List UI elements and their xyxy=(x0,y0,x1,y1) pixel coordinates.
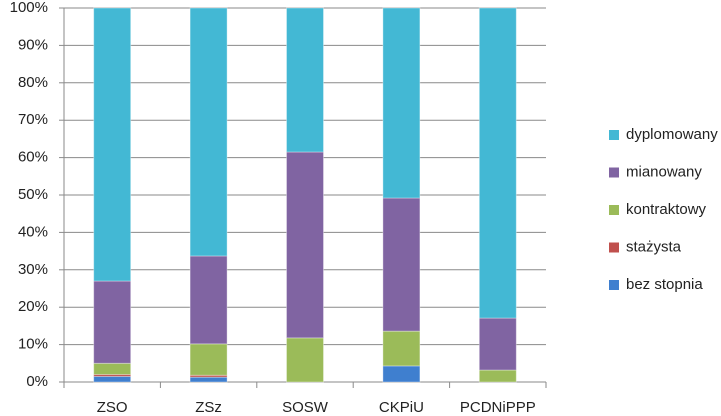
bar-segment xyxy=(189,7,228,257)
bar-segment xyxy=(93,362,132,376)
bar-segment xyxy=(478,369,517,383)
legend-marker xyxy=(609,205,619,215)
bar-segment xyxy=(189,255,228,345)
bar-segment xyxy=(93,375,132,383)
bar-segment xyxy=(189,343,228,376)
y-tick-label: 10% xyxy=(18,336,48,353)
y-tick-label: 50% xyxy=(18,186,48,203)
y-tick-label: 0% xyxy=(26,373,48,390)
bar-segment xyxy=(93,7,132,282)
y-tick-label: 20% xyxy=(18,298,48,315)
x-tick-label: PCDNiPPP xyxy=(460,399,536,416)
x-tick-label: ZSz xyxy=(195,399,222,416)
x-tick-label: SOSW xyxy=(282,399,329,416)
bar-segment xyxy=(286,7,324,153)
legend-label: kontraktowy xyxy=(626,201,707,218)
y-tick-label: 70% xyxy=(18,111,48,128)
y-tick-label: 60% xyxy=(18,149,48,166)
legend-label: stażysta xyxy=(626,238,682,255)
legend-label: mianowany xyxy=(626,163,702,180)
bar-segment xyxy=(478,317,517,371)
bar-segment xyxy=(382,330,421,367)
y-tick-label: 30% xyxy=(18,261,48,278)
legend-label: bez stopnia xyxy=(626,276,703,293)
bar-segment xyxy=(93,280,132,364)
legend-marker xyxy=(609,280,619,290)
bar-segment xyxy=(478,7,517,319)
y-tick-label: 40% xyxy=(18,223,48,240)
x-tick-label: CKPiU xyxy=(379,399,424,416)
legend-marker xyxy=(609,167,619,178)
bar-segment xyxy=(286,151,324,339)
bar-segment xyxy=(382,197,421,332)
bar-segment xyxy=(286,337,324,383)
y-tick-label: 90% xyxy=(18,36,48,53)
y-tick-label: 80% xyxy=(18,74,48,91)
bar-segment xyxy=(382,7,421,199)
bar-segment xyxy=(189,376,228,383)
legend-marker xyxy=(609,242,619,253)
bar-segment xyxy=(382,365,421,383)
y-tick-label: 100% xyxy=(10,0,48,16)
legend-marker xyxy=(609,130,619,140)
x-tick-label: ZSO xyxy=(97,399,128,416)
legend-label: dyplomowany xyxy=(626,126,718,143)
